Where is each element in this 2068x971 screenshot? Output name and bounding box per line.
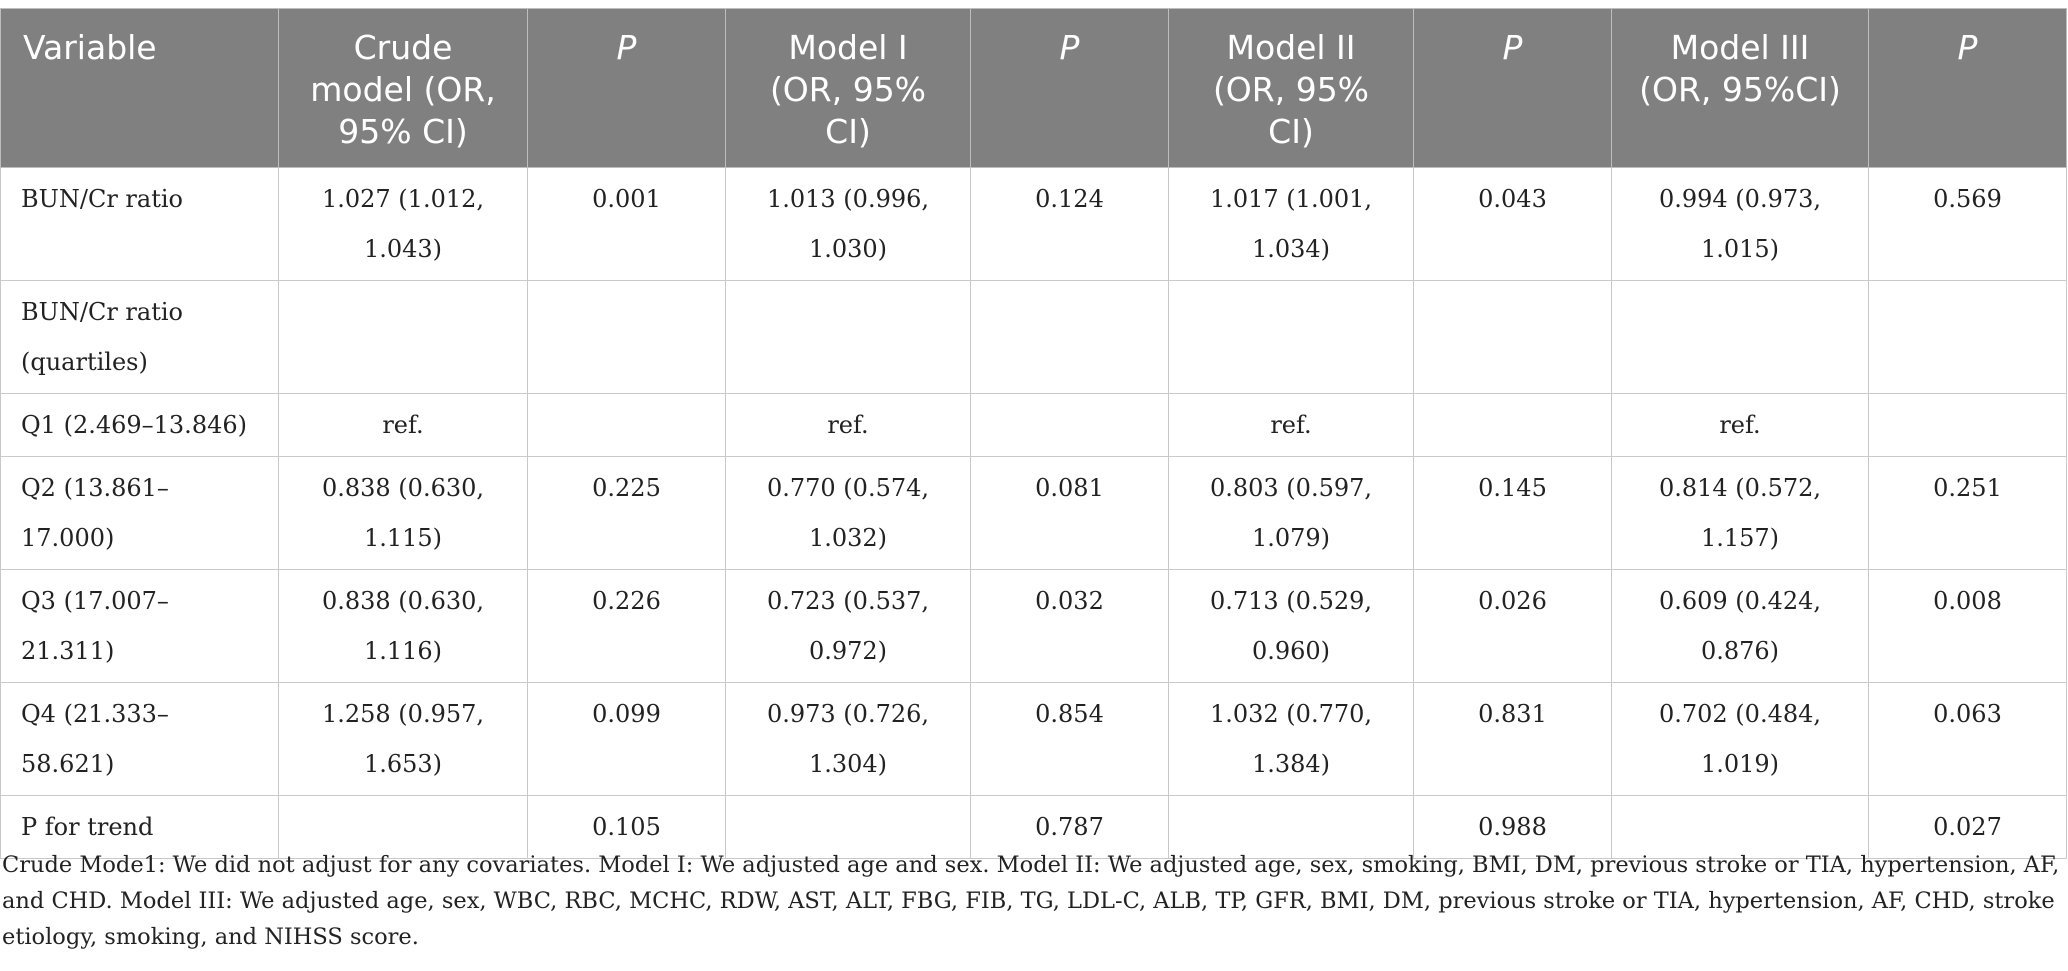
cell-model3-or: 0.994 (0.973, 1.015)	[1611, 167, 1869, 281]
cell-crude-p	[527, 280, 726, 394]
cell-model3-or: 0.609 (0.424, 0.876)	[1611, 569, 1869, 683]
cell-model2-p: 0.145	[1413, 456, 1612, 570]
cell-model3-p: 0.008	[1868, 569, 2067, 683]
header-model-1: Model I (OR, 95% CI)	[725, 8, 971, 168]
cell-crude-p	[527, 393, 726, 457]
results-table-container: Variable Crude model (OR, 95% CI) P Mode…	[0, 8, 2067, 859]
cell-model1-or: 0.723 (0.537, 0.972)	[725, 569, 971, 683]
cell-model2-or: 0.803 (0.597, 1.079)	[1168, 456, 1414, 570]
cell-model3-or	[1611, 280, 1869, 394]
cell-variable: Q1 (2.469–13.846)	[0, 393, 279, 457]
cell-model2-p: 0.988	[1413, 795, 1612, 859]
cell-model1-or: ref.	[725, 393, 971, 457]
cell-model3-p: 0.569	[1868, 167, 2067, 281]
header-model-3: Model III (OR, 95%CI)	[1611, 8, 1869, 168]
cell-crude-p: 0.226	[527, 569, 726, 683]
cell-model1-p	[970, 280, 1169, 394]
table-footnote: Crude Mode1: We did not adjust for any c…	[2, 852, 2060, 950]
cell-model2-p: 0.026	[1413, 569, 1612, 683]
cell-model3-p: 0.251	[1868, 456, 2067, 570]
cell-crude-or	[278, 795, 528, 859]
cell-model3-or: ref.	[1611, 393, 1869, 457]
cell-crude-p: 0.105	[527, 795, 726, 859]
header-crude-model: Crude model (OR, 95% CI)	[278, 8, 528, 168]
cell-model1-p: 0.854	[970, 682, 1169, 796]
cell-model3-p: 0.027	[1868, 795, 2067, 859]
table-row: BUN/Cr ratio 1.027 (1.012, 1.043) 0.001 …	[0, 167, 2067, 281]
table-row: BUN/Cr ratio (quartiles)	[0, 280, 2067, 394]
cell-model3-or: 0.814 (0.572, 1.157)	[1611, 456, 1869, 570]
odds-ratio-table: Variable Crude model (OR, 95% CI) P Mode…	[0, 8, 2067, 859]
cell-crude-or: ref.	[278, 393, 528, 457]
cell-crude-or: 0.838 (0.630, 1.115)	[278, 456, 528, 570]
cell-model1-or	[725, 280, 971, 394]
header-p-model-2: P	[1413, 8, 1612, 168]
cell-model1-or: 1.013 (0.996, 1.030)	[725, 167, 971, 281]
cell-crude-p: 0.099	[527, 682, 726, 796]
cell-model2-or	[1168, 280, 1414, 394]
cell-model1-p: 0.787	[970, 795, 1169, 859]
cell-model3-or: 0.702 (0.484, 1.019)	[1611, 682, 1869, 796]
cell-variable: BUN/Cr ratio	[0, 167, 279, 281]
cell-model1-or: 0.973 (0.726, 1.304)	[725, 682, 971, 796]
table-row: Q3 (17.007–21.311) 0.838 (0.630, 1.116) …	[0, 569, 2067, 683]
cell-model2-or: 1.032 (0.770, 1.384)	[1168, 682, 1414, 796]
cell-model3-p	[1868, 280, 2067, 394]
table-row: Q2 (13.861–17.000) 0.838 (0.630, 1.115) …	[0, 456, 2067, 570]
cell-model1-p: 0.124	[970, 167, 1169, 281]
cell-model2-or	[1168, 795, 1414, 859]
cell-crude-p: 0.225	[527, 456, 726, 570]
cell-crude-or: 0.838 (0.630, 1.116)	[278, 569, 528, 683]
header-variable: Variable	[0, 8, 279, 168]
cell-crude-or	[278, 280, 528, 394]
cell-variable: Q2 (13.861–17.000)	[0, 456, 279, 570]
cell-model3-p: 0.063	[1868, 682, 2067, 796]
cell-model2-or: ref.	[1168, 393, 1414, 457]
cell-variable: Q3 (17.007–21.311)	[0, 569, 279, 683]
cell-model1-p: 0.081	[970, 456, 1169, 570]
table-body: BUN/Cr ratio 1.027 (1.012, 1.043) 0.001 …	[0, 167, 2067, 859]
cell-model1-or	[725, 795, 971, 859]
cell-crude-or: 1.027 (1.012, 1.043)	[278, 167, 528, 281]
cell-variable: BUN/Cr ratio (quartiles)	[0, 280, 279, 394]
cell-model2-p: 0.831	[1413, 682, 1612, 796]
cell-crude-p: 0.001	[527, 167, 726, 281]
table-row: P for trend 0.105 0.787 0.988 0.027	[0, 795, 2067, 859]
cell-model1-p	[970, 393, 1169, 457]
cell-model2-or: 1.017 (1.001, 1.034)	[1168, 167, 1414, 281]
table-row: Q4 (21.333–58.621) 1.258 (0.957, 1.653) …	[0, 682, 2067, 796]
table-header: Variable Crude model (OR, 95% CI) P Mode…	[0, 8, 2067, 168]
header-p-model-1: P	[970, 8, 1169, 168]
header-p-model-3: P	[1868, 8, 2067, 168]
cell-model3-p	[1868, 393, 2067, 457]
cell-model2-p: 0.043	[1413, 167, 1612, 281]
table-row: Q1 (2.469–13.846) ref. ref. ref. ref.	[0, 393, 2067, 457]
cell-model3-or	[1611, 795, 1869, 859]
cell-model1-or: 0.770 (0.574, 1.032)	[725, 456, 971, 570]
header-row: Variable Crude model (OR, 95% CI) P Mode…	[0, 8, 2067, 168]
header-model-2: Model II (OR, 95% CI)	[1168, 8, 1414, 168]
cell-variable: P for trend	[0, 795, 279, 859]
header-p-crude: P	[527, 8, 726, 168]
cell-crude-or: 1.258 (0.957, 1.653)	[278, 682, 528, 796]
cell-variable: Q4 (21.333–58.621)	[0, 682, 279, 796]
cell-model2-or: 0.713 (0.529, 0.960)	[1168, 569, 1414, 683]
cell-model2-p	[1413, 280, 1612, 394]
cell-model2-p	[1413, 393, 1612, 457]
cell-model1-p: 0.032	[970, 569, 1169, 683]
